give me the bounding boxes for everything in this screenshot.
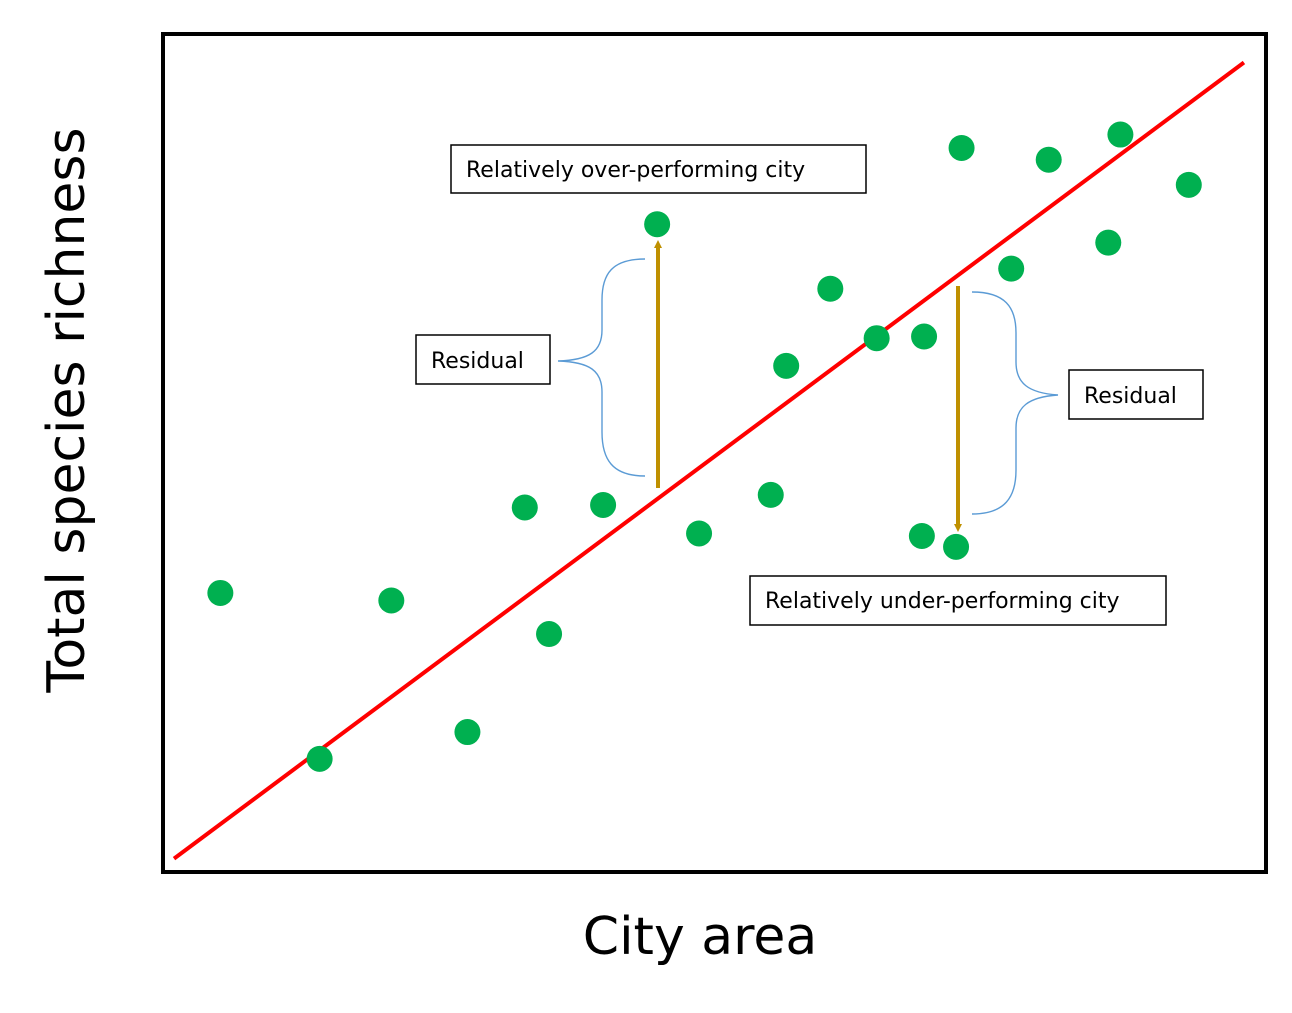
data-point-11 <box>773 352 800 379</box>
y-axis-label: Total species richness <box>37 127 97 693</box>
data-point-7 <box>590 491 617 518</box>
data-point-18 <box>998 255 1025 282</box>
left-residual-brace <box>557 258 646 477</box>
annotation-under-performing-text: Relatively under-performing city <box>765 589 1120 614</box>
annotation-over-performing: Relatively over-performing city <box>450 144 867 194</box>
annotation-over-performing-text: Relatively over-performing city <box>466 158 805 183</box>
data-point-20 <box>1095 229 1122 256</box>
data-point-12 <box>817 275 844 302</box>
annotation-residual-right-text: Residual <box>1084 384 1177 409</box>
data-point-1 <box>207 579 234 606</box>
data-point-19 <box>1035 146 1062 173</box>
regression-line <box>172 60 1246 861</box>
data-point-16 <box>943 533 970 560</box>
data-point-5 <box>511 494 538 521</box>
data-point-22 <box>1175 171 1202 198</box>
data-point-2 <box>306 745 333 772</box>
annotation-residual-left-text: Residual <box>431 349 524 374</box>
data-point-4 <box>454 719 481 746</box>
data-point-6 <box>536 621 563 648</box>
data-point-8 <box>644 211 671 238</box>
data-point-17 <box>948 134 975 161</box>
scatter-points <box>207 121 1202 772</box>
data-point-10 <box>757 481 784 508</box>
x-axis-label: City area <box>583 907 817 967</box>
right-residual-brace <box>971 291 1059 515</box>
annotation-residual-left: Residual <box>415 334 551 385</box>
data-point-3 <box>378 587 405 614</box>
annotation-residual-right: Residual <box>1068 369 1204 420</box>
data-point-14 <box>911 323 938 350</box>
data-point-9 <box>686 520 713 547</box>
data-point-13 <box>863 325 890 352</box>
data-point-15 <box>908 522 935 549</box>
data-point-21 <box>1107 121 1134 148</box>
plot-frame <box>161 32 1268 874</box>
annotation-under-performing: Relatively under-performing city <box>749 575 1167 626</box>
